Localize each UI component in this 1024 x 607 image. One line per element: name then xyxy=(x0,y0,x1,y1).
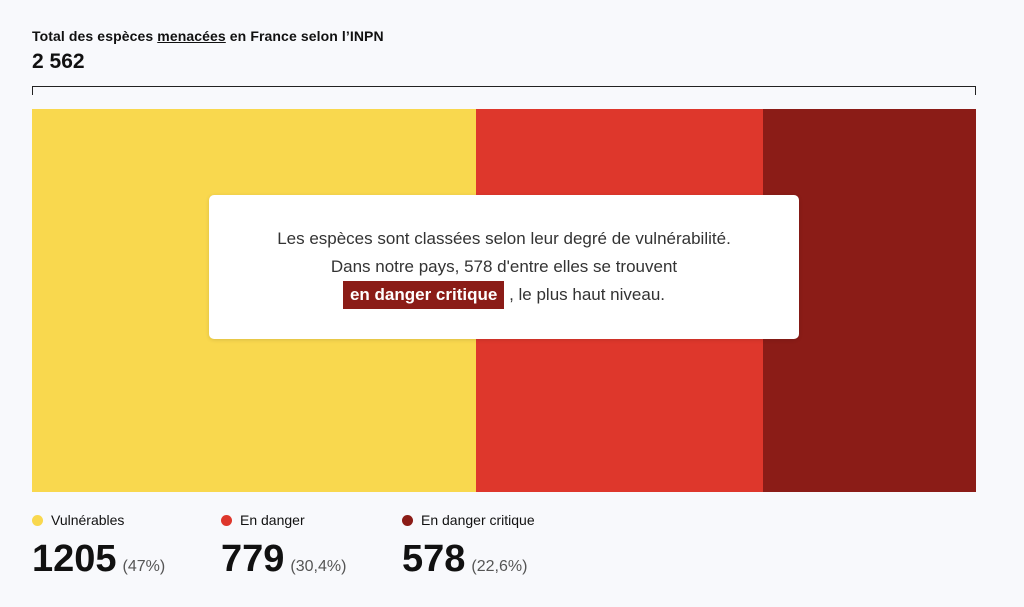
annotation-line-1: Les espèces sont classées selon leur deg… xyxy=(277,229,731,248)
legend-item-0: Vulnérables xyxy=(32,512,124,528)
legend-item-2: En danger critique xyxy=(402,512,535,528)
stat-value: 578 xyxy=(402,538,466,580)
legend-dot xyxy=(221,514,232,526)
legend-label: En danger xyxy=(240,512,305,528)
annotation-box: Les espèces sont classées selon leur deg… xyxy=(209,195,799,339)
stat-value: 779 xyxy=(221,538,285,580)
chart-title: Total des espèces menacées en France sel… xyxy=(32,28,384,44)
title-underlined-word: menacées xyxy=(157,28,226,44)
annotation-line-3: en danger critique , le plus haut niveau… xyxy=(342,281,665,309)
total-count: 2 562 xyxy=(32,50,85,73)
stat-0: 1205 (47%) xyxy=(32,538,165,581)
stat-percent: (30,4%) xyxy=(290,558,347,575)
legend-dot xyxy=(32,514,43,526)
annotation-line-2: Dans notre pays, 578 d'entre elles se tr… xyxy=(330,257,678,276)
legend-dot xyxy=(402,514,413,526)
annotation-highlight: en danger critique xyxy=(342,281,505,309)
stat-percent: (47%) xyxy=(122,558,166,575)
legend-label: En danger critique xyxy=(421,512,535,528)
stat-1: 779 (30,4%) xyxy=(221,538,346,581)
stat-value: 1205 xyxy=(32,538,117,580)
stat-percent: (22,6%) xyxy=(471,558,528,575)
stat-2: 578 (22,6%) xyxy=(402,538,527,581)
legend-label: Vulnérables xyxy=(51,512,125,528)
legend-item-1: En danger xyxy=(221,512,305,528)
total-bracket xyxy=(32,86,976,95)
